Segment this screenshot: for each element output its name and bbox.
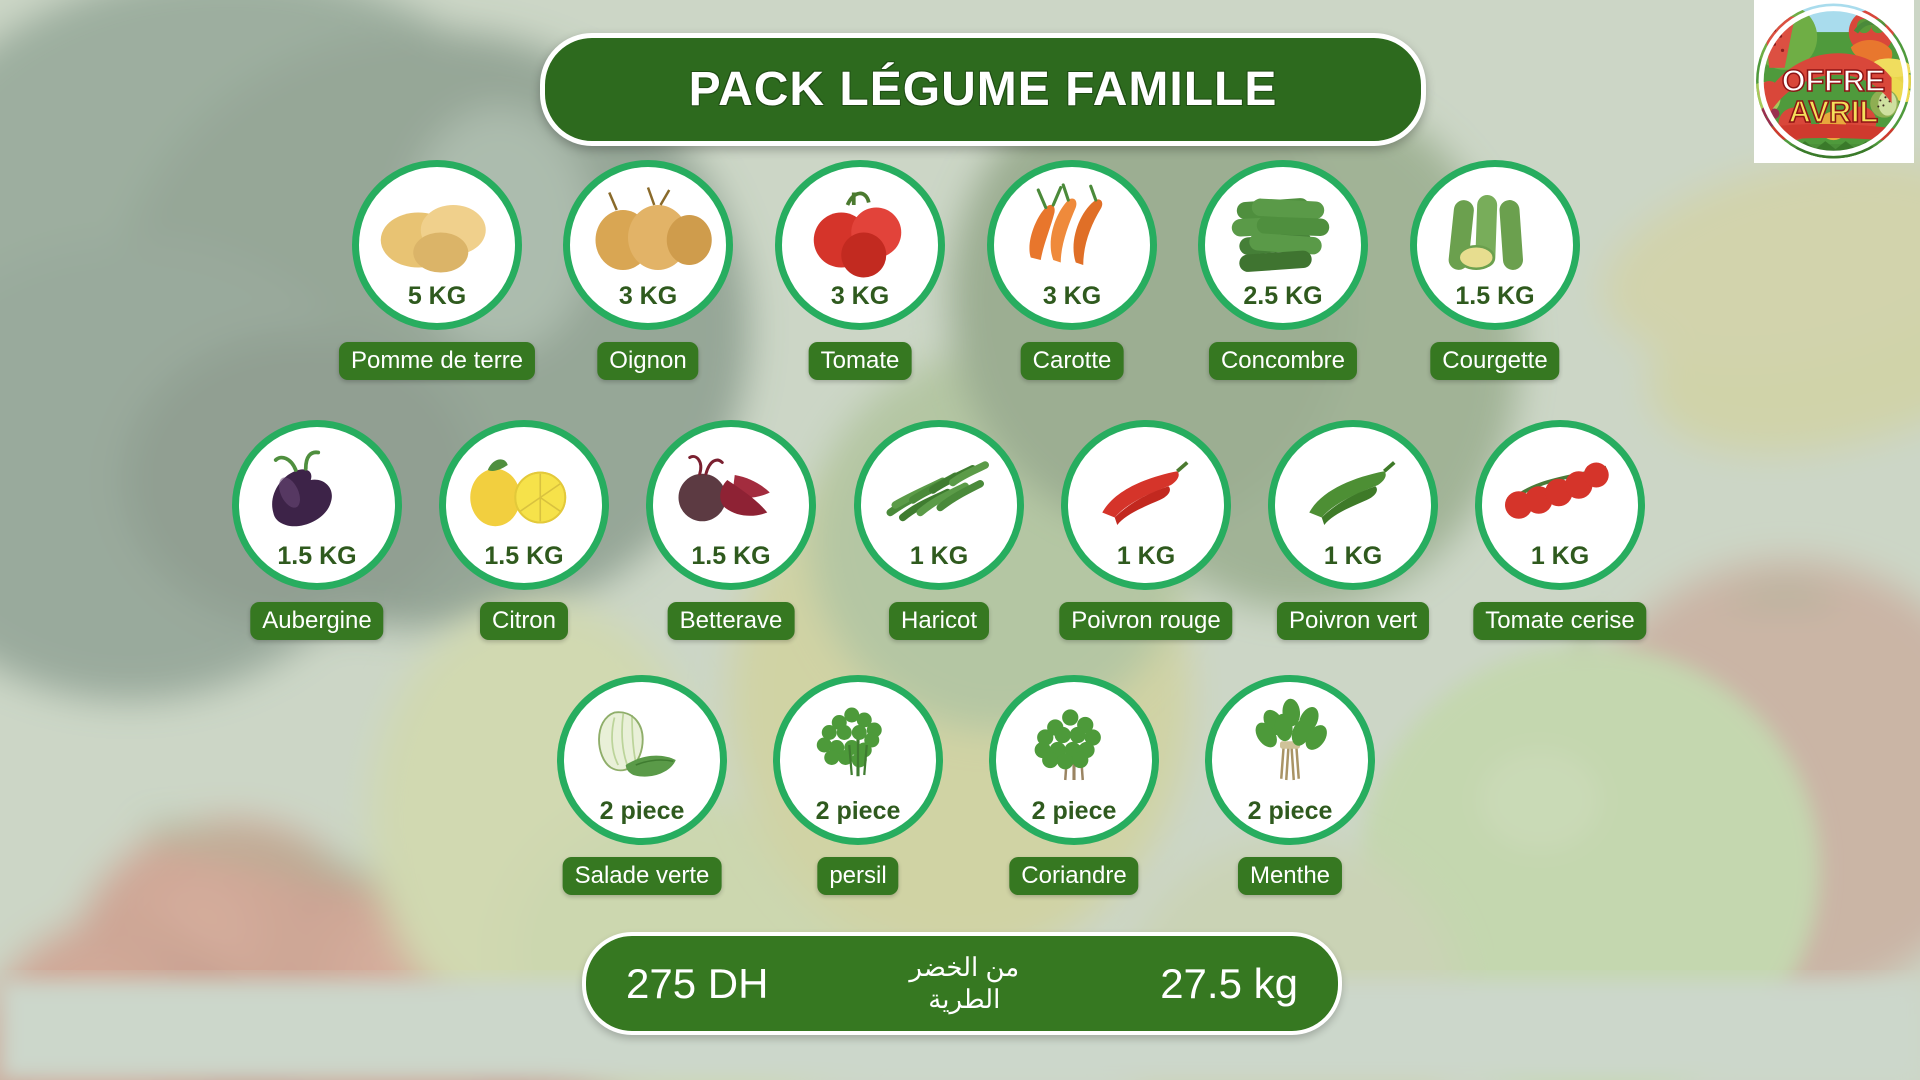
- svg-text:AVRIL: AVRIL: [1789, 95, 1878, 129]
- svg-text:OFFRE: OFFRE: [1782, 64, 1886, 98]
